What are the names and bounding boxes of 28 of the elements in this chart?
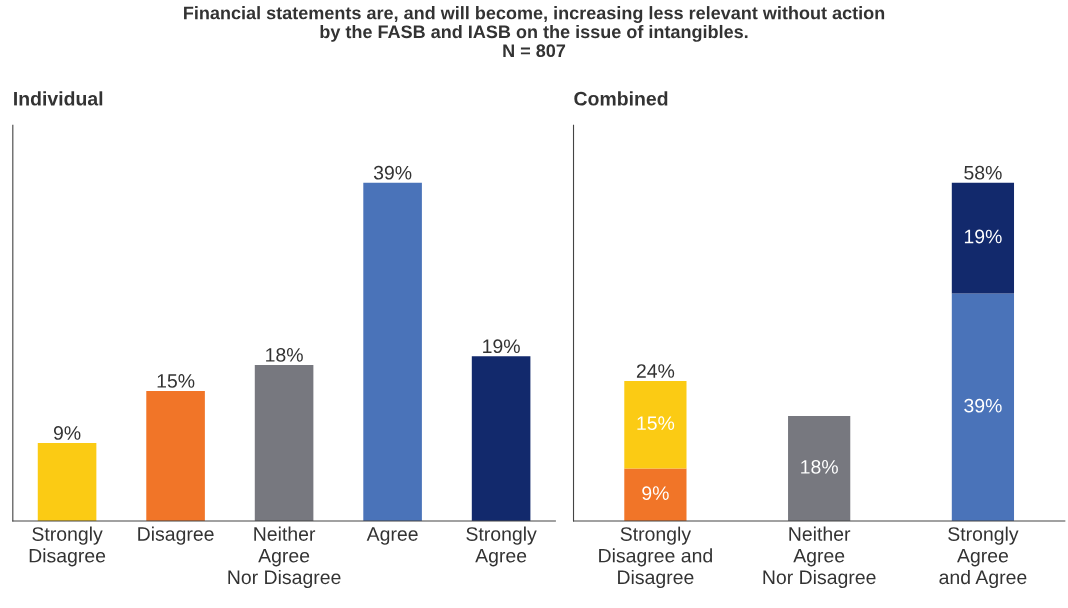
- chart-title: Combined: [574, 91, 668, 106]
- data-label: 19%: [964, 229, 1002, 244]
- data-label: 39%: [964, 398, 1002, 413]
- x-tick-label: Agree: [366, 527, 418, 545]
- bar: [37, 442, 97, 522]
- bar: [471, 356, 531, 522]
- total-label: 58%: [964, 165, 1002, 180]
- x-tick-label: Strongly Disagree and Disagree: [599, 526, 712, 589]
- text: Financial statements are, and will become, increasing less relevant without action by the FASB and IASB on the issue of intangibles. N = 807: [184, 6, 885, 58]
- x-tick-label: Neither Agree Nor Disagree: [763, 526, 876, 589]
- x-tick-label: Strongly Agree: [466, 526, 537, 567]
- x-tick-label: Strongly Disagree: [29, 526, 106, 567]
- data-label: 15%: [157, 374, 195, 388]
- data-label: 9%: [642, 486, 669, 501]
- x-tick-label: Neither Agree Nor Disagree: [228, 526, 341, 589]
- data-label: 18%: [266, 348, 303, 362]
- data-label: 19%: [483, 339, 520, 354]
- data-label: 39%: [373, 165, 412, 180]
- data-label: 9%: [53, 426, 81, 440]
- data-label: 15%: [637, 416, 675, 431]
- bar: [363, 182, 422, 522]
- total-label: 24%: [636, 364, 675, 378]
- x-tick-label: Disagree: [138, 526, 214, 545]
- chart-title: Individual: [14, 91, 103, 106]
- data-label: 18%: [801, 460, 838, 474]
- bar: [254, 364, 314, 522]
- x-tick-label: Strongly Agree and Agree: [939, 526, 1027, 589]
- bar: [146, 390, 205, 522]
